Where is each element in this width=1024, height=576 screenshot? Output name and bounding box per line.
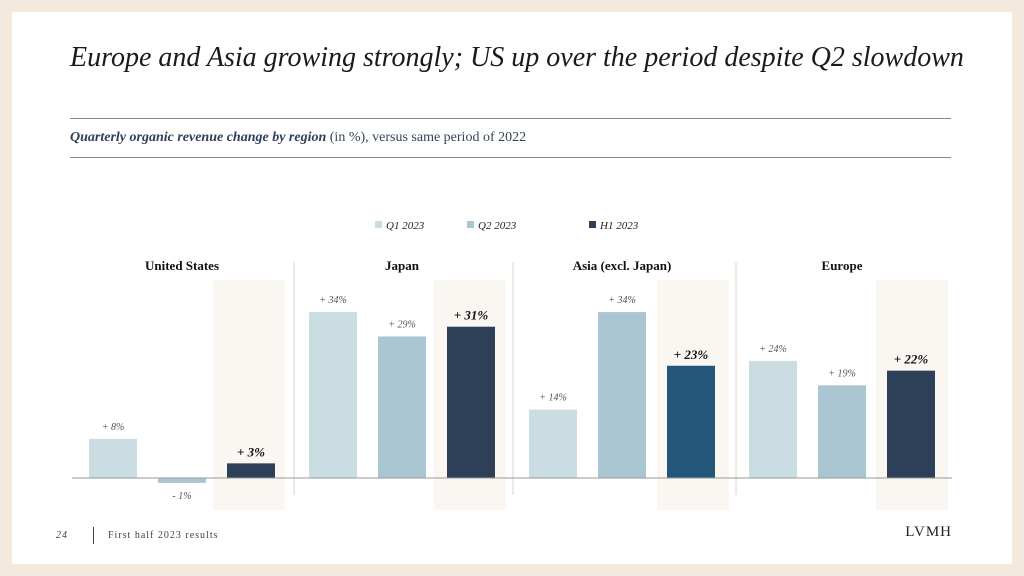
bar-q1-2023 [529, 409, 577, 478]
legend-swatch [467, 221, 474, 228]
data-label: + 8% [102, 422, 125, 433]
data-label: + 22% [894, 352, 929, 367]
bar-q2-2023 [818, 385, 866, 478]
bar-q2-2023 [158, 478, 206, 483]
bar-q1-2023 [309, 312, 357, 478]
data-label: + 34% [608, 295, 636, 306]
bar-h1-2023 [887, 370, 935, 478]
footer-divider [93, 527, 94, 544]
data-label: + 23% [674, 347, 709, 362]
legend-label: Q1 2023 [386, 220, 425, 232]
bar-h1-2023 [447, 326, 495, 478]
data-label: + 19% [828, 368, 856, 379]
data-label: + 34% [319, 295, 347, 306]
region-label: United States [145, 258, 219, 273]
lvmh-logo: LVMH [905, 524, 952, 540]
legend-swatch [375, 221, 382, 228]
bar-q2-2023 [598, 312, 646, 478]
data-label: + 29% [388, 319, 416, 330]
legend-label: H1 2023 [599, 220, 639, 232]
data-label: + 31% [454, 308, 489, 323]
bar-q1-2023 [89, 438, 137, 478]
footer-label: First half 2023 results [108, 530, 219, 541]
legend-swatch [589, 221, 596, 228]
data-label: + 24% [759, 344, 787, 355]
bar-h1-2023 [667, 365, 715, 478]
data-label: + 14% [539, 393, 567, 404]
region-label: Japan [385, 258, 420, 273]
data-label: + 3% [237, 444, 265, 459]
subtitle-rest: (in %), versus same period of 2022 [326, 130, 527, 145]
bar-q1-2023 [749, 360, 797, 478]
region-label: Europe [822, 258, 863, 273]
chart-subtitle: Quarterly organic revenue change by regi… [70, 130, 526, 146]
region-label: Asia (excl. Japan) [573, 258, 672, 273]
subtitle-bold: Quarterly organic revenue change by regi… [70, 130, 327, 145]
data-label: - 1% [172, 491, 191, 502]
divider [70, 118, 951, 119]
bar-q2-2023 [378, 336, 426, 478]
page-number: 24 [56, 530, 68, 541]
divider [70, 157, 951, 158]
bar-h1-2023 [227, 463, 275, 478]
legend-label: Q2 2023 [478, 220, 517, 232]
slide-title: Europe and Asia growing strongly; US up … [70, 42, 964, 73]
